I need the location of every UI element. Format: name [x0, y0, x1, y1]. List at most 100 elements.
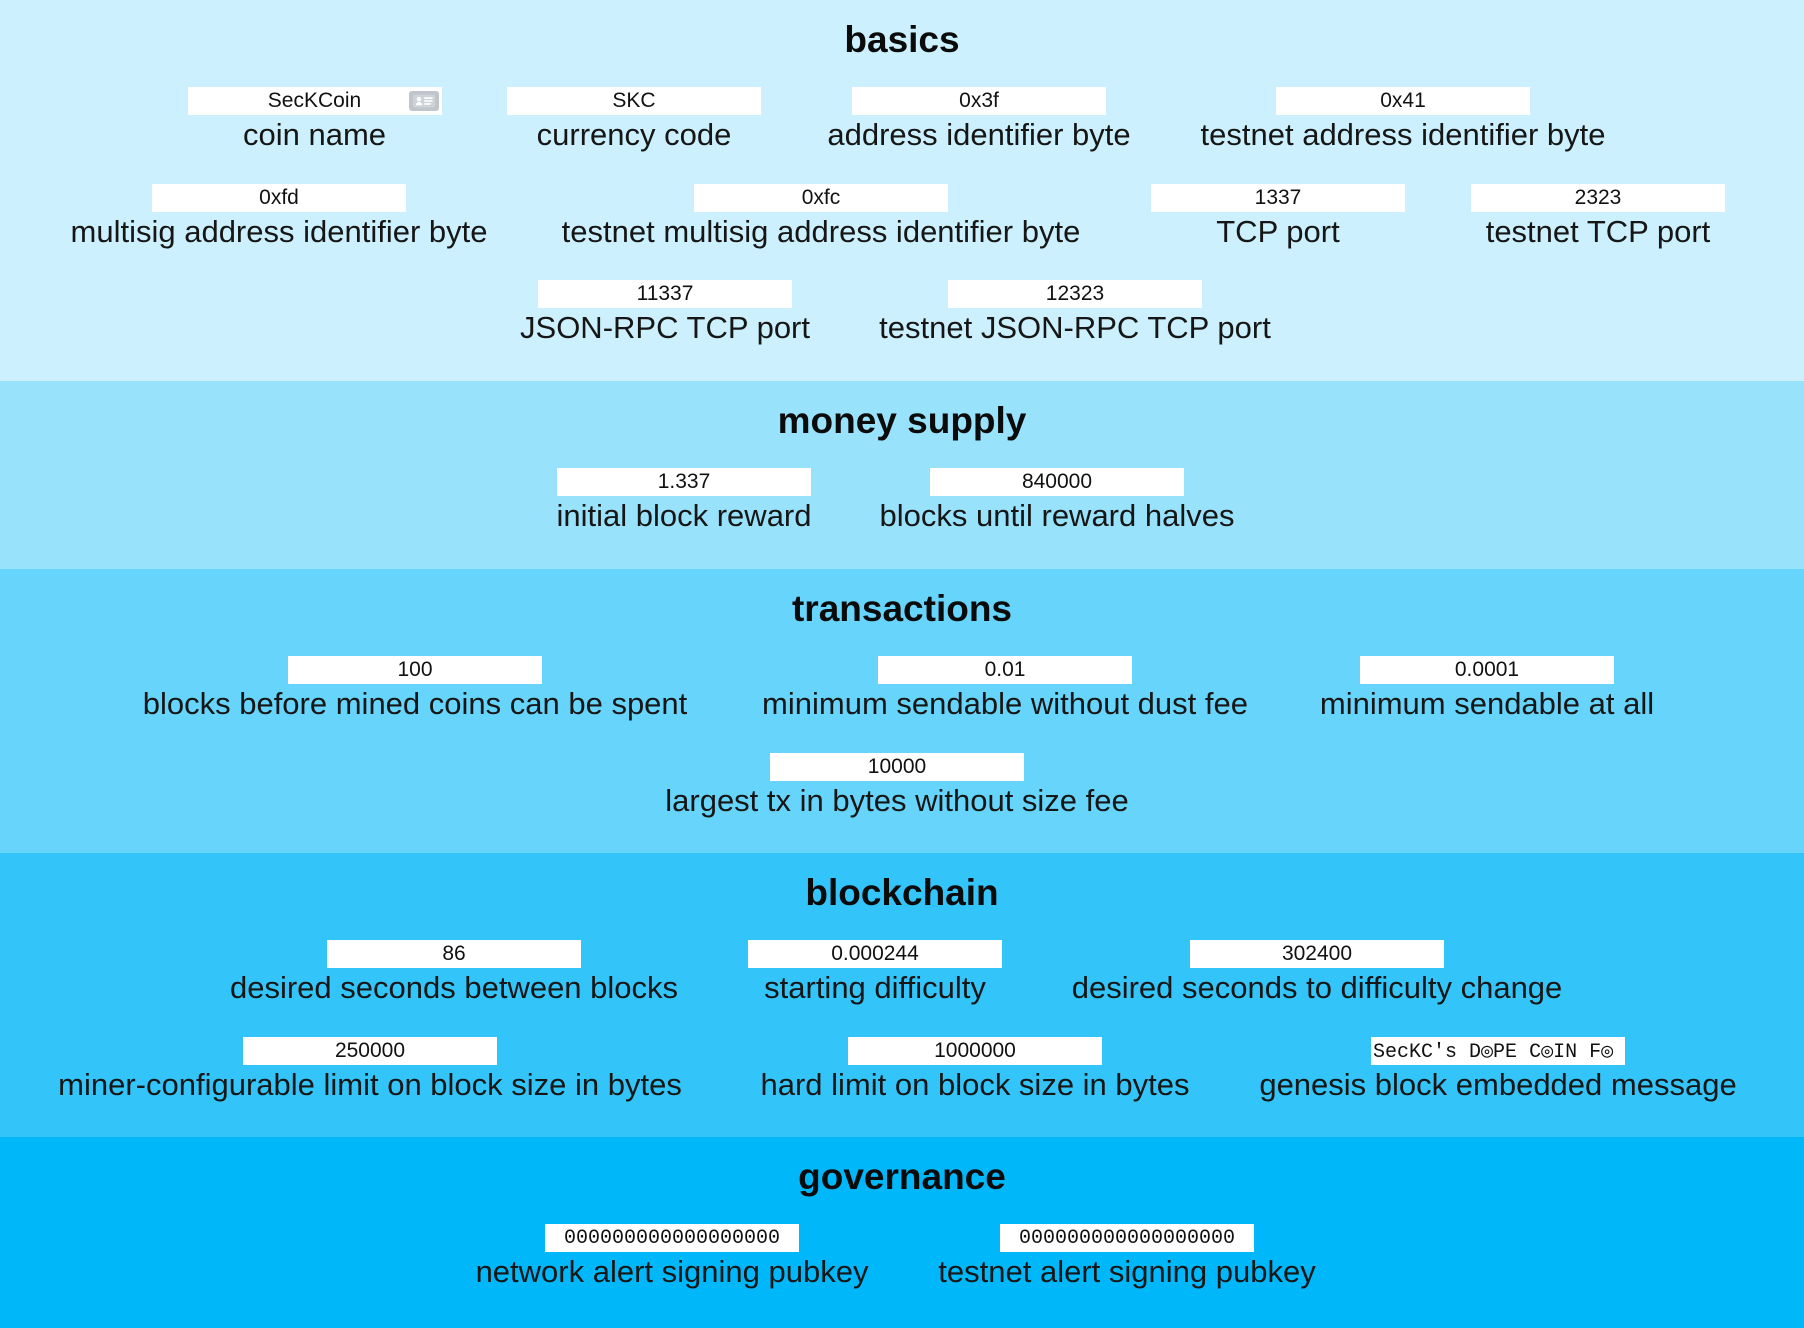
- blockchain-row-1: desired seconds between blocks starting …: [0, 940, 1804, 1040]
- coin-name-label: coin name: [242, 117, 387, 152]
- currency-code-label: currency code: [536, 117, 732, 152]
- basics-section-inner: basics: [0, 0, 1804, 381]
- testnet-json-rpc-tcp-port-field: testnet JSON-RPC TCP port: [879, 280, 1271, 346]
- testnet-alert-signing-pubkey-label: testnet alert signing pubkey: [938, 1254, 1316, 1289]
- minimum-sendable-without-dust-fee-input-wrap: [878, 656, 1132, 684]
- desired-seconds-to-difficulty-change-label: desired seconds to difficulty change: [1071, 970, 1563, 1005]
- testnet-address-identifier-byte-input-wrap: [1276, 87, 1530, 115]
- network-alert-signing-pubkey-field: network alert signing pubkey: [476, 1224, 868, 1290]
- transactions-section: transactions blocks before mined coins c…: [0, 569, 1804, 853]
- multisig-address-identifier-byte-field: multisig address identifier byte: [71, 184, 488, 250]
- minimum-sendable-without-dust-fee-input[interactable]: [878, 656, 1132, 684]
- json-rpc-tcp-port-input[interactable]: [538, 280, 792, 308]
- blockchain-section-inner: blockchain desired seconds between block…: [0, 853, 1804, 1137]
- desired-seconds-between-blocks-field: desired seconds between blocks: [230, 940, 678, 1006]
- governance-row-1: network alert signing pubkey testnet ale…: [0, 1224, 1804, 1324]
- money-supply-section-inner: money supply initial block reward blocks…: [0, 381, 1804, 569]
- json-rpc-tcp-port-label: JSON-RPC TCP port: [520, 310, 810, 345]
- testnet-alert-signing-pubkey-input[interactable]: [1000, 1224, 1254, 1252]
- starting-difficulty-field: starting difficulty: [748, 940, 1002, 1006]
- miner-configurable-limit-on-block-size-field: miner-configurable limit on block size i…: [58, 1037, 682, 1103]
- money-supply-row-1: initial block reward blocks until reward…: [0, 468, 1804, 568]
- coin-name-input[interactable]: [187, 87, 442, 115]
- testnet-json-rpc-tcp-port-input[interactable]: [948, 280, 1202, 308]
- transactions-row-2: largest tx in bytes without size fee: [0, 753, 1804, 853]
- testnet-multisig-address-identifier-byte-input-wrap: [694, 184, 948, 212]
- multisig-address-identifier-byte-input[interactable]: [152, 184, 406, 212]
- currency-code-input[interactable]: [507, 87, 761, 115]
- blocks-until-reward-halves-input[interactable]: [930, 468, 1184, 496]
- multisig-address-identifier-byte-label: multisig address identifier byte: [70, 214, 488, 249]
- initial-block-reward-field: initial block reward: [556, 468, 812, 534]
- testnet-tcp-port-input-wrap: [1471, 184, 1725, 212]
- genesis-block-embedded-message-label: genesis block embedded message: [1259, 1067, 1737, 1102]
- governance-section: governance network alert signing pubkey …: [0, 1137, 1804, 1328]
- json-rpc-tcp-port-input-wrap: [538, 280, 792, 308]
- hard-limit-on-block-size-input-wrap: [848, 1037, 1102, 1065]
- basics-row-3: JSON-RPC TCP port testnet JSON-RPC TCP p…: [0, 280, 1804, 380]
- network-alert-signing-pubkey-input[interactable]: [545, 1224, 799, 1252]
- starting-difficulty-input-wrap: [748, 940, 1002, 968]
- address-identifier-byte-input-wrap: [852, 87, 1106, 115]
- blocks-before-mined-coins-can-be-spent-input-wrap: [288, 656, 542, 684]
- testnet-multisig-address-identifier-byte-field: testnet multisig address identifier byte: [562, 184, 1080, 250]
- desired-seconds-to-difficulty-change-input[interactable]: [1190, 940, 1444, 968]
- starting-difficulty-input[interactable]: [748, 940, 1002, 968]
- largest-tx-in-bytes-without-size-fee-input-wrap: [770, 753, 1024, 781]
- testnet-tcp-port-label: testnet TCP port: [1485, 214, 1711, 249]
- basics-row-2: multisig address identifier byte testnet…: [0, 184, 1804, 284]
- tcp-port-field: TCP port: [1151, 184, 1405, 250]
- testnet-multisig-address-identifier-byte-input[interactable]: [694, 184, 948, 212]
- initial-block-reward-label: initial block reward: [556, 498, 812, 533]
- minimum-sendable-at-all-input-wrap: [1360, 656, 1614, 684]
- starting-difficulty-label: starting difficulty: [764, 970, 986, 1005]
- largest-tx-in-bytes-without-size-fee-label: largest tx in bytes without size fee: [665, 783, 1129, 818]
- contact-card-icon[interactable]: [408, 91, 439, 111]
- testnet-tcp-port-field: testnet TCP port: [1471, 184, 1725, 250]
- blocks-before-mined-coins-can-be-spent-input[interactable]: [288, 656, 542, 684]
- basics-title: basics: [844, 19, 960, 60]
- miner-configurable-limit-on-block-size-input[interactable]: [243, 1037, 497, 1065]
- address-identifier-byte-label: address identifier byte: [827, 117, 1131, 152]
- basics-section: basics: [0, 0, 1804, 381]
- genesis-block-embedded-message-field: genesis block embedded message: [1259, 1037, 1737, 1103]
- testnet-alert-signing-pubkey-field: testnet alert signing pubkey: [938, 1224, 1316, 1290]
- coin-name-input-wrap: [187, 87, 442, 115]
- testnet-address-identifier-byte-label: testnet address identifier byte: [1200, 117, 1606, 152]
- coin-name-field: coin name: [187, 87, 442, 153]
- transactions-row-1: blocks before mined coins can be spent m…: [0, 656, 1804, 756]
- tcp-port-input[interactable]: [1151, 184, 1405, 212]
- testnet-address-identifier-byte-field: testnet address identifier byte: [1201, 87, 1605, 153]
- multisig-address-identifier-byte-input-wrap: [152, 184, 406, 212]
- json-rpc-tcp-port-field: JSON-RPC TCP port: [520, 280, 810, 346]
- testnet-tcp-port-input[interactable]: [1471, 184, 1725, 212]
- governance-title: governance: [798, 1156, 1006, 1197]
- largest-tx-in-bytes-without-size-fee-input[interactable]: [770, 753, 1024, 781]
- minimum-sendable-at-all-input[interactable]: [1360, 656, 1614, 684]
- basics-row-1: coin name currency code address identifi…: [0, 87, 1804, 187]
- minimum-sendable-without-dust-fee-label: minimum sendable without dust fee: [762, 686, 1248, 721]
- hard-limit-on-block-size-input[interactable]: [848, 1037, 1102, 1065]
- desired-seconds-between-blocks-label: desired seconds between blocks: [229, 970, 679, 1005]
- blocks-before-mined-coins-can-be-spent-field: blocks before mined coins can be spent: [143, 656, 687, 722]
- blocks-until-reward-halves-label: blocks until reward halves: [879, 498, 1235, 533]
- address-identifier-byte-input[interactable]: [852, 87, 1106, 115]
- network-alert-signing-pubkey-input-wrap: [545, 1224, 799, 1252]
- testnet-address-identifier-byte-input[interactable]: [1276, 87, 1530, 115]
- genesis-block-embedded-message-input[interactable]: [1371, 1037, 1625, 1065]
- desired-seconds-to-difficulty-change-input-wrap: [1190, 940, 1444, 968]
- miner-configurable-limit-on-block-size-label: miner-configurable limit on block size i…: [58, 1067, 682, 1102]
- address-identifier-byte-field: address identifier byte: [827, 87, 1131, 153]
- initial-block-reward-input[interactable]: [557, 468, 811, 496]
- miner-configurable-limit-on-block-size-input-wrap: [243, 1037, 497, 1065]
- money-supply-title: money supply: [777, 400, 1027, 441]
- hard-limit-on-block-size-field: hard limit on block size in bytes: [760, 1037, 1190, 1103]
- minimum-sendable-without-dust-fee-field: minimum sendable without dust fee: [762, 656, 1248, 722]
- blocks-before-mined-coins-can-be-spent-label: blocks before mined coins can be spent: [142, 686, 688, 721]
- network-alert-signing-pubkey-label: network alert signing pubkey: [475, 1254, 869, 1289]
- money-supply-section: money supply initial block reward blocks…: [0, 381, 1804, 569]
- desired-seconds-between-blocks-input[interactable]: [327, 940, 581, 968]
- governance-section-inner: governance network alert signing pubkey …: [0, 1137, 1804, 1328]
- blockchain-row-2: miner-configurable limit on block size i…: [0, 1037, 1804, 1137]
- largest-tx-in-bytes-without-size-fee-field: largest tx in bytes without size fee: [665, 753, 1129, 819]
